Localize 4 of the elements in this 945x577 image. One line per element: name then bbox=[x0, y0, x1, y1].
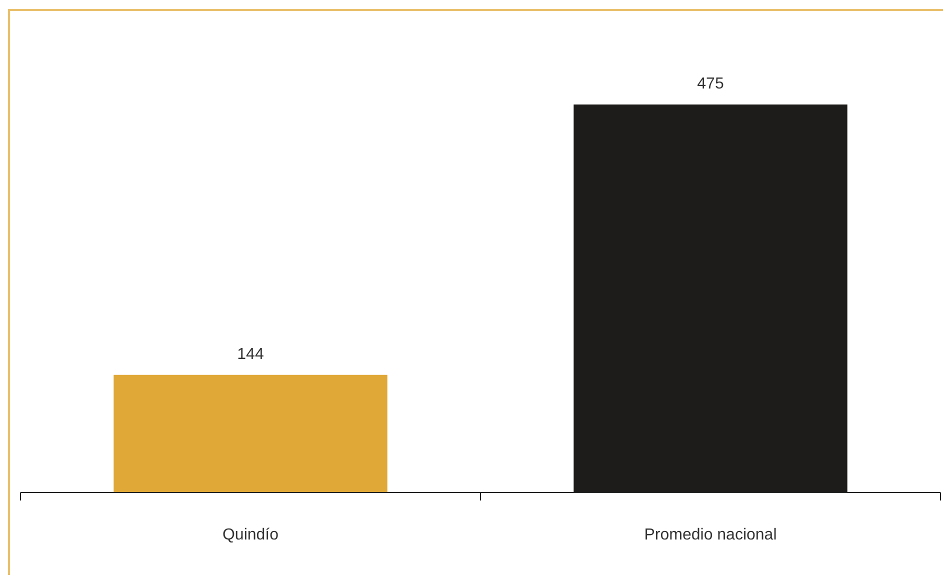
data-label: 475 bbox=[697, 76, 724, 92]
data-label: 144 bbox=[237, 346, 264, 363]
x-tick-label: Quindío bbox=[222, 526, 279, 544]
x-tick-label: Promedio nacional bbox=[644, 526, 777, 544]
